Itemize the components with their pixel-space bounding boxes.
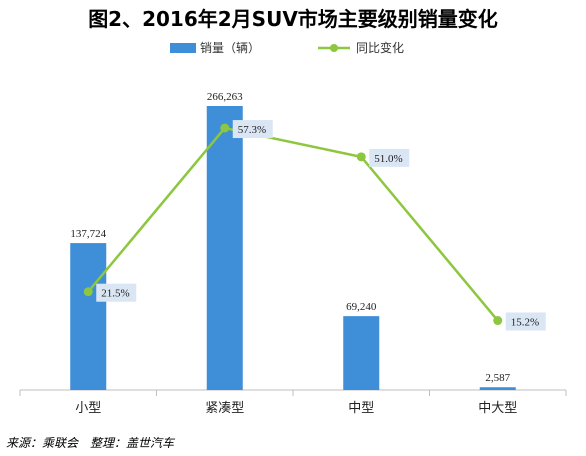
legend-line-marker [330, 44, 338, 52]
category-label: 中型 [348, 401, 374, 416]
category-label: 紧凑型 [205, 401, 244, 416]
change-label: 21.5% [101, 288, 129, 300]
bar [479, 387, 516, 390]
change-label-box [505, 312, 546, 331]
legend-bar-swatch [170, 43, 196, 53]
change-label-box [232, 120, 273, 139]
change-point [83, 287, 93, 297]
bar [206, 105, 243, 390]
change-line [87, 126, 499, 322]
change-label: 15.2% [511, 317, 539, 329]
legend-bar-label: 销量（辆） [200, 41, 260, 55]
bar [70, 243, 107, 390]
change-label-box [369, 148, 410, 167]
bar-value-label: 137,724 [70, 228, 106, 240]
legend: 销量（辆） 同比变化 [170, 40, 404, 55]
category-label: 中大型 [478, 401, 517, 416]
bar [343, 316, 380, 390]
bar-value-label: 2,587 [485, 372, 510, 384]
change-point [220, 123, 230, 133]
change-point [493, 316, 503, 326]
legend-line-label: 同比变化 [356, 40, 404, 55]
change-label-box [96, 283, 137, 302]
change-label: 51.0% [374, 153, 402, 165]
change-point [356, 152, 366, 162]
plot-area: 137,724 小型 266,263 紧凑型 69,240 中型 2,587 中大型 21.5%… [19, 91, 567, 416]
bar-value-label: 69,240 [346, 301, 377, 313]
chart-title: 图2、2016年2月SUV市场主要级别销量变化 [88, 7, 498, 31]
category-label: 小型 [75, 401, 101, 416]
change-label: 57.3% [238, 124, 266, 136]
source-note: 来源：乘联会 整理：盖世汽车 [6, 436, 176, 450]
bar-value-label: 266,263 [207, 91, 243, 103]
